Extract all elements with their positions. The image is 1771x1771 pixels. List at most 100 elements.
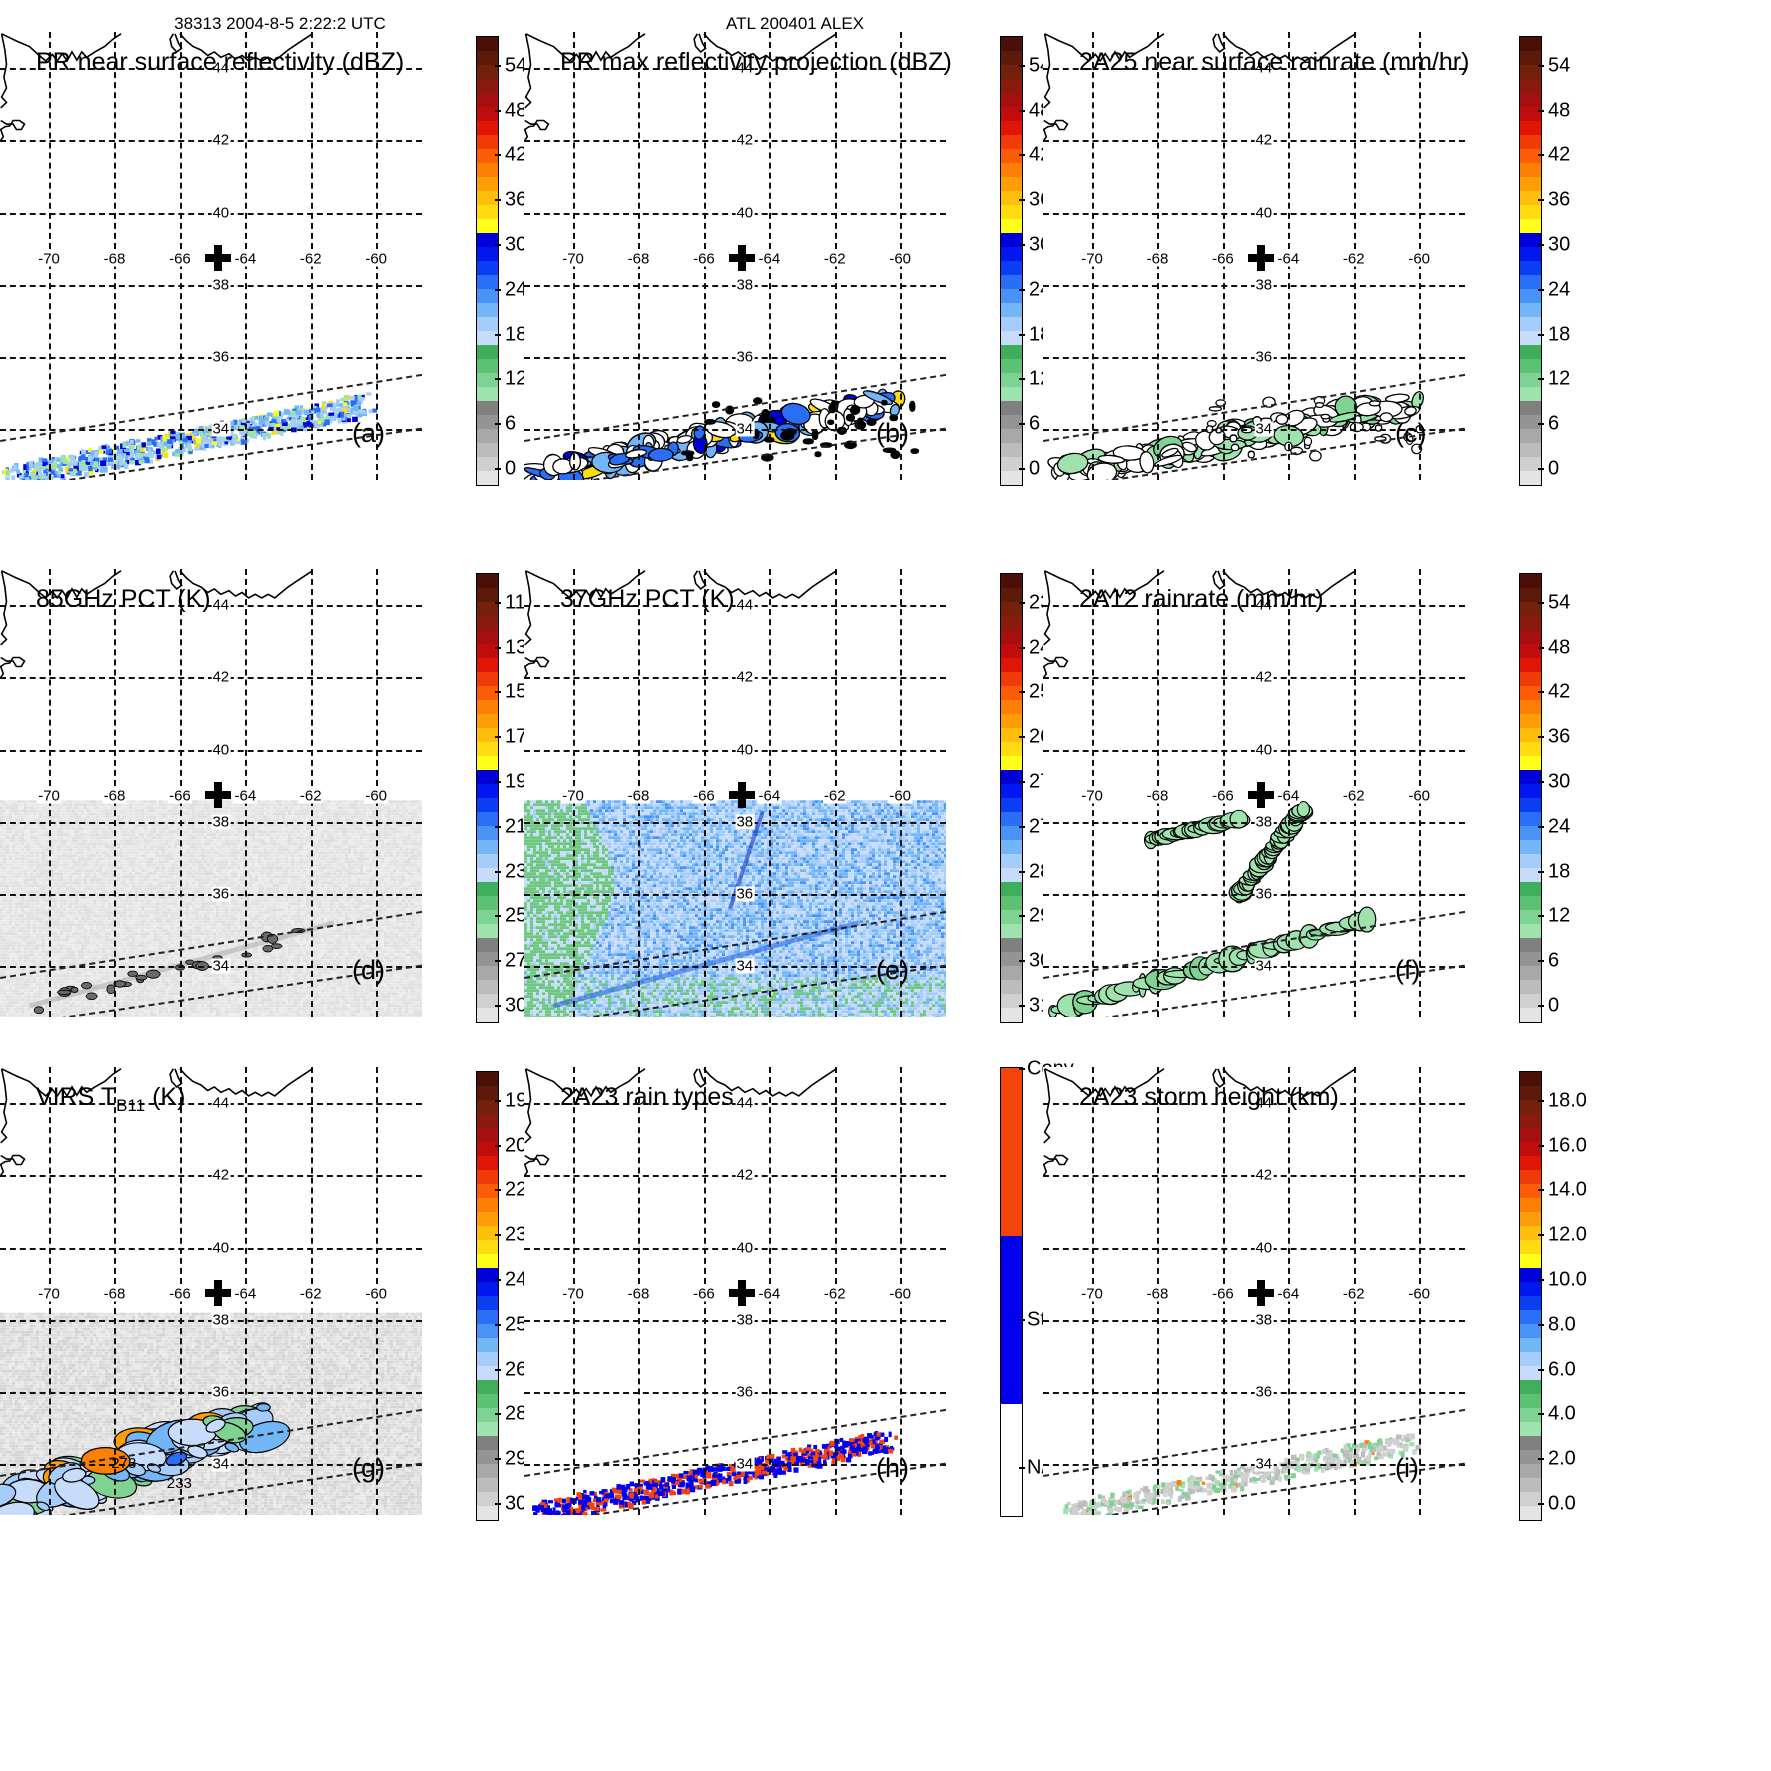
- colorbar-tickmark-270: [1019, 781, 1025, 784]
- lat-tick-label-44: 44: [1254, 596, 1274, 614]
- gridline-lat-38: [0, 284, 422, 287]
- lat-tick-label-40: 40: [735, 204, 755, 222]
- colorbar-tickmark-232: [495, 1234, 501, 1237]
- colorbar-segment-7: [1520, 1170, 1541, 1184]
- lon-tick-label--62: -62: [1341, 1285, 1366, 1303]
- colorbar-segment-22: [1520, 345, 1541, 359]
- colorbar-segment-8: [1520, 149, 1541, 163]
- colorbar-tickmark-18: [1538, 333, 1544, 336]
- colorbar-segment-26: [1001, 938, 1022, 952]
- colorbar-segment-1: [477, 51, 498, 65]
- colorbar-segment-21: [477, 331, 498, 345]
- map-area-f: -70 -68 -66 -64 -62 -60 34 36 38 40 42 44: [1043, 569, 1465, 1017]
- colorbar-segment-31: [1001, 1008, 1022, 1022]
- colorbar-segment-27: [1001, 415, 1022, 429]
- colorbar-segment-26: [1001, 401, 1022, 415]
- colorbar-tickmark-258: [495, 915, 501, 918]
- colorbar-segment-6: [477, 121, 498, 135]
- colorbar-segment-9: [1520, 700, 1541, 714]
- gridline-lat-44: [0, 605, 422, 608]
- gridline-lat-42: [1043, 1175, 1465, 1178]
- colorbar-segment-30: [1520, 994, 1541, 1008]
- colorbar-segment-24: [477, 1408, 498, 1422]
- colorbar-ticklabel-42: 42: [505, 143, 528, 166]
- colorbar-segment-28: [1520, 966, 1541, 980]
- colorbar-segment-4: [1520, 1128, 1541, 1142]
- colorbar-tickmark-14_0: [1538, 1189, 1544, 1192]
- colorbar-tickmark-280: [495, 1413, 501, 1416]
- gridline-lat-42: [524, 140, 946, 143]
- lat-tick-label-34: 34: [211, 1455, 231, 1473]
- colorbar-tickmark-6: [1538, 960, 1544, 963]
- colorbar-tickmark-54: [495, 64, 501, 67]
- colorbar-tickmark-12: [495, 378, 501, 381]
- lat-tick-label-44: 44: [1254, 59, 1274, 77]
- colorbar-segment-9: [1001, 163, 1022, 177]
- colorbar-ticklabel-54: 54: [505, 54, 528, 77]
- colorbar-segment-20: [477, 854, 498, 868]
- colorbar-h: [1000, 1067, 1023, 1517]
- panel-a: -70 -68 -66 -64 -62 -60 34 36 38 40 42 44 PR near su…: [0, 32, 572, 486]
- colorbar-segment-15: [1520, 1282, 1541, 1296]
- colorbar-segment-5: [477, 644, 498, 658]
- lat-tick-label-42: 42: [211, 131, 231, 149]
- gridline-lat-42: [524, 1175, 946, 1178]
- colorbar-ticklabel-4_0: 4.0: [1548, 1402, 1576, 1425]
- colorbar-tickmark-256: [495, 1323, 501, 1326]
- colorbar-segment-16: [1001, 261, 1022, 275]
- colorbar-segment-strat: [1001, 1236, 1022, 1404]
- storm-center-marker: [204, 1279, 231, 1306]
- lon-tick-label--66: -66: [168, 1285, 192, 1303]
- colorbar-segment-21: [1520, 331, 1541, 345]
- colorbar-segment-12: [477, 1240, 498, 1254]
- panel-title-e: 37GHz PCT (K): [560, 585, 735, 613]
- lat-tick-label-36: 36: [735, 348, 755, 366]
- colorbar-segment-0: [1520, 37, 1541, 51]
- colorbar-segment-14: [477, 1268, 498, 1282]
- gridline-lat-34: [0, 429, 422, 432]
- colorbar-tickmark-48: [1538, 646, 1544, 649]
- colorbar-tickmark-30: [495, 244, 501, 247]
- lon-tick-label--60: -60: [1407, 787, 1432, 805]
- colorbar-segment-13: [477, 219, 498, 233]
- lat-tick-label-34: 34: [211, 420, 231, 438]
- colorbar-segment-18: [477, 1324, 498, 1338]
- colorbar-tickmark-288: [1019, 870, 1025, 873]
- lon-tick-label--64: -64: [233, 787, 258, 805]
- colorbar-tickmark-0_0: [1538, 1503, 1544, 1506]
- colorbar-segment-23: [1520, 359, 1541, 373]
- lon-tick-label--70: -70: [1080, 787, 1104, 805]
- lat-tick-label-42: 42: [735, 131, 755, 149]
- lon-tick-label--62: -62: [822, 1285, 847, 1303]
- colorbar-segment-30: [1520, 457, 1541, 471]
- lat-tick-label-34: 34: [735, 420, 755, 438]
- colorbar-segment-28: [477, 966, 498, 980]
- colorbar-ticklabel-12: 12: [1548, 367, 1571, 390]
- colorbar-tickmark-42: [1538, 154, 1544, 157]
- colorbar-segment-16: [477, 261, 498, 275]
- panel-title-g: VIRS TB11 (K): [36, 1083, 185, 1116]
- lat-tick-label-44: 44: [735, 596, 755, 614]
- lon-tick-label--60: -60: [364, 250, 389, 268]
- colorbar-segment-1: [477, 1086, 498, 1100]
- colorbar-segment-30: [477, 1492, 498, 1506]
- colorbar-segment-6: [1520, 121, 1541, 135]
- lon-tick-label--68: -68: [1145, 787, 1170, 805]
- colorbar-segment-12: [1520, 205, 1541, 219]
- panel-i: -70 -68 -66 -64 -62 -60 34 36 38 40 42 44 2A23 storm…: [1043, 1067, 1615, 1521]
- lon-tick-label--62: -62: [822, 787, 847, 805]
- lon-tick-label--60: -60: [364, 1285, 389, 1303]
- colorbar-segment-31: [477, 1008, 498, 1022]
- colorbar-ticklabel-36: 36: [1548, 725, 1571, 748]
- lat-tick-label-40: 40: [211, 204, 231, 222]
- gridline-lat-40: [524, 1247, 946, 1250]
- colorbar-segment-19: [477, 1338, 498, 1352]
- lon-tick-label--66: -66: [1211, 250, 1235, 268]
- colorbar-segment-31: [1520, 1008, 1541, 1022]
- colorbar-segment-22: [477, 882, 498, 896]
- colorbar-segment-3: [1520, 1114, 1541, 1128]
- colorbar-segment-8: [1001, 686, 1022, 700]
- colorbar-tickmark-18: [495, 333, 501, 336]
- colorbar-segment-14: [1001, 770, 1022, 784]
- storm-center-marker: [728, 781, 755, 808]
